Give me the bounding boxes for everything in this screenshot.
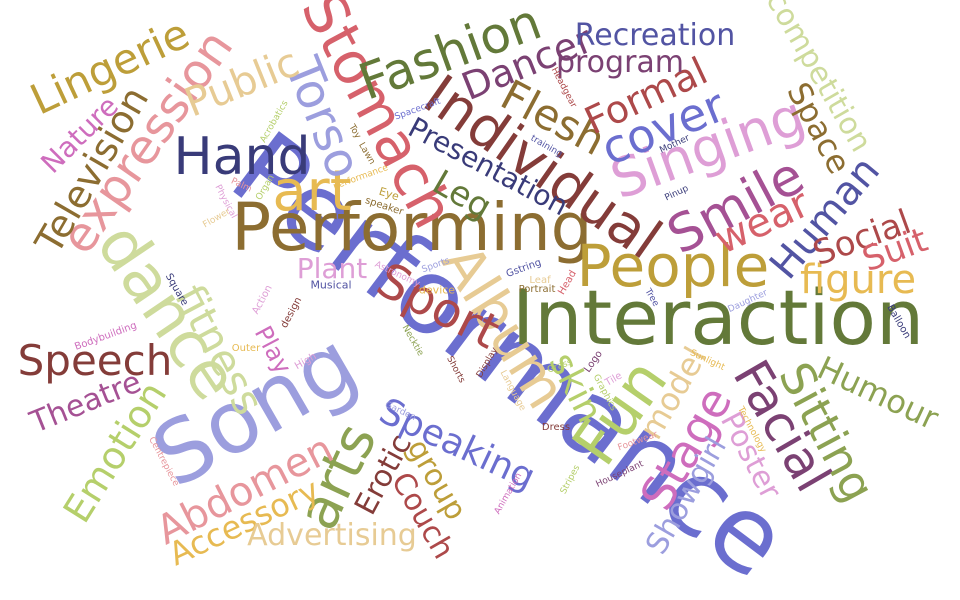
word-speech: Speech xyxy=(17,336,173,385)
word-outer: Outer xyxy=(231,343,261,354)
word-portrait: Portrait xyxy=(518,284,556,295)
word-people: People xyxy=(576,232,770,300)
word-hand: Hand xyxy=(173,127,311,187)
word-device: device xyxy=(418,283,456,297)
word-plant: Plant xyxy=(296,252,368,285)
word-performing: Performing xyxy=(231,189,593,266)
word-program: program xyxy=(555,45,685,80)
word-musical: Musical xyxy=(310,278,352,292)
word-art: art xyxy=(272,159,352,224)
word-figure: figure xyxy=(799,257,917,303)
word-interaction: Interaction xyxy=(511,273,925,362)
word-recreation: Recreation xyxy=(574,18,736,53)
word-dress: Dress xyxy=(541,422,571,433)
word-leaf: Leaf xyxy=(529,275,551,286)
word-action: Action xyxy=(250,283,275,317)
word-advertising: Advertising xyxy=(247,518,417,553)
